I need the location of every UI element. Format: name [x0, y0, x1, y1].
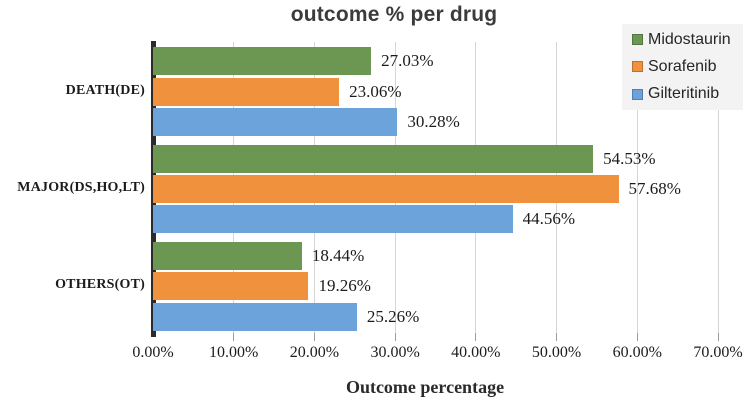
x-tick-mark	[313, 333, 315, 341]
data-label: 57.68%	[628, 178, 681, 198]
plot-area: 27.03% 23.06% 30.28% 54.53% 57.68% 44.56% 18.4…	[150, 41, 719, 341]
x-tick-mark	[717, 333, 719, 341]
bar-gilteritinib-2	[153, 205, 513, 234]
legend-label: Midostaurin	[648, 30, 731, 48]
legend-item-gilteritinib: Gilteritinib	[632, 85, 743, 103]
x-tick-mark	[556, 333, 558, 341]
data-label: 30.28%	[407, 112, 460, 131]
legend-label: Sorafenib	[648, 57, 717, 75]
legend-label: Gilteritinib	[648, 85, 720, 103]
x-tick-label: 40.00%	[451, 344, 501, 361]
data-label: 25.26%	[366, 306, 420, 326]
bar-sorafenib-1	[153, 77, 340, 106]
data-label: 54.53%	[603, 148, 656, 168]
x-tick-label: 70.00%	[693, 344, 743, 361]
x-tick-label: 0.00%	[132, 344, 174, 361]
x-tick-mark	[233, 333, 235, 341]
x-axis-title: Outcome percentage	[345, 377, 505, 397]
bar-midostaurin-2	[153, 144, 594, 173]
x-tick-label: 30.00%	[370, 344, 420, 361]
sorafenib-swatch-icon	[632, 61, 643, 73]
data-label: 19.26%	[318, 276, 371, 296]
x-tick-label: 20.00%	[289, 344, 340, 361]
bar-sorafenib-2	[153, 174, 619, 203]
category-label: OTHERS(OT)	[55, 277, 145, 293]
bar-gilteritinib-3	[153, 302, 357, 331]
midostaurin-swatch-icon	[632, 34, 643, 46]
x-tick-mark	[475, 333, 477, 341]
x-tick-mark	[394, 333, 396, 341]
chart-title: outcome % per drug	[290, 3, 498, 26]
bar-gilteritinib-1	[153, 108, 398, 136]
gridline	[717, 42, 719, 334]
data-label: 23.06%	[349, 81, 402, 101]
x-tick-mark	[636, 333, 638, 341]
bar-midostaurin-3	[153, 241, 302, 270]
legend-item-midostaurin: Midostaurin	[632, 31, 743, 49]
data-label: 18.44%	[311, 245, 365, 265]
category-label: DEATH(DE)	[65, 82, 145, 98]
bar-sorafenib-3	[153, 272, 309, 301]
data-label: 44.56%	[522, 209, 576, 229]
legend: Midostaurin Sorafenib Gilteritinib	[622, 24, 743, 110]
x-tick-label: 50.00%	[531, 344, 582, 361]
legend-item-sorafenib: Sorafenib	[632, 58, 743, 76]
x-tick-label: 60.00%	[612, 344, 662, 361]
gridline	[636, 42, 638, 334]
x-tick-label: 10.00%	[209, 344, 259, 361]
gilteritinib-swatch-icon	[632, 88, 643, 100]
data-label: 27.03%	[381, 51, 434, 71]
category-label: MAJOR(DS,HO,LT)	[17, 179, 145, 195]
bar-midostaurin-1	[153, 47, 372, 76]
